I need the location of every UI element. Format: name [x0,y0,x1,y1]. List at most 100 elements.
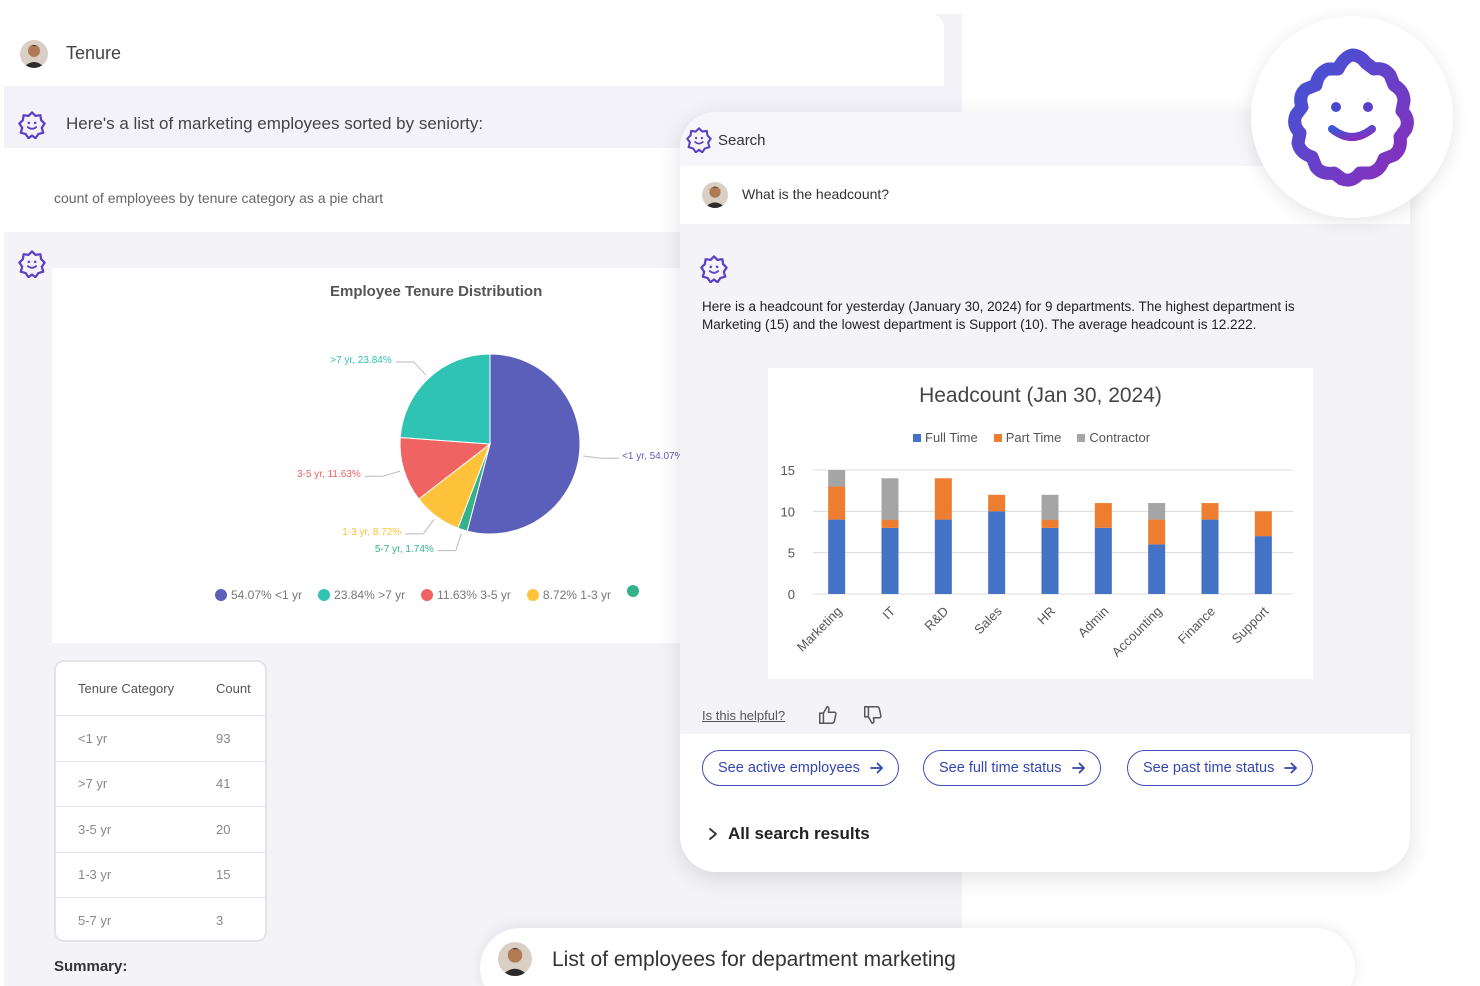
pie-callout-line [364,470,401,477]
pie-slice [466,353,581,535]
column-header-tenure-category: Tenure Category [78,681,175,696]
bar-segment [881,527,899,594]
y-tick-label: 10 [781,504,795,519]
see-past-time-status-button[interactable]: See past time status [1127,750,1314,786]
bar-segment [1254,536,1272,594]
helpful-prompt[interactable]: Is this helpful? [702,708,786,723]
legend-swatch [626,585,639,597]
table-row: 1-3 yr 15 [56,853,265,898]
legend-label: 23.84% >7 yr [334,588,406,602]
pie-chart [364,353,620,552]
cell-tenure-category: >7 yr [78,776,108,792]
answer-text: Here is a headcount for yesterday (Janua… [702,299,1295,332]
bar-segment [1041,494,1059,520]
cell-count: 15 [216,867,231,883]
table-row: 5-7 yr 3 [56,898,265,944]
x-tick-label: Sales [971,603,1005,637]
chevron-right-icon [709,828,717,840]
column-header-count: Count [216,681,251,696]
user-message-tenure: Tenure [4,14,944,86]
question-text: What is the headcount? [742,186,890,202]
cell-count: 3 [216,913,224,929]
summary-label: Summary: [54,958,128,975]
bar-segment [934,478,952,520]
chip-label: See active employees [718,760,860,776]
bot-icon [686,127,712,153]
tenure-table: Tenure Category Count <1 yr 93 >7 yr 41 3-5 … [54,660,267,942]
legend-swatch [1077,433,1086,442]
legend-label: 8.72% 1-3 yr [542,588,611,602]
x-tick-label: Finance [1175,604,1218,647]
x-tick-label: Admin [1075,604,1112,641]
legend-label: Part Time [1005,430,1062,445]
cell-tenure-category: 3-5 yr [78,821,112,837]
chip-label: See full time status [939,760,1062,776]
legend-swatch [993,433,1002,442]
legend-label: 54.07% <1 yr [231,588,303,602]
legend-label: 11.63% 3-5 yr [437,588,511,602]
table-row: 3-5 yr 20 [56,807,265,853]
pie-callout-line [583,455,620,459]
x-tick-label: Marketing [794,604,845,655]
bottom-message-bar: List of employees for department marketi… [480,928,1355,986]
legend-item: 54.07% <1 yr [215,585,302,605]
thumbs-up-icon[interactable] [817,704,839,726]
bar-segment [988,494,1006,512]
pie-callout-label: <1 yr, 54.07% [622,451,684,463]
search-card: Search What is the headcount? Here is a … [680,112,1410,872]
see-active-employees-button[interactable]: See active employees [702,750,899,786]
pie-chart-title: Employee Tenure Distribution [330,283,543,300]
legend-item: Part Time [993,430,1062,445]
user-avatar [702,182,728,208]
all-search-results-toggle[interactable]: All search results [708,824,870,844]
user-avatar [498,942,532,976]
bar-segment [1094,503,1112,528]
cell-tenure-category: 5-7 yr [78,913,112,929]
table-header: Tenure Category Count [56,662,265,716]
bar-segment [1201,519,1219,594]
chip-label: See past time status [1143,760,1275,776]
pie-callout-label: 3-5 yr, 11.63% [297,469,361,481]
pie-callout-line [437,533,462,552]
legend-item: Contractor [1077,430,1150,445]
pie-slice [399,353,491,445]
legend-swatch [215,589,227,601]
x-tick-label: Accounting [1109,604,1165,660]
bar-segment [881,478,899,520]
user-avatar [20,40,48,68]
pie-callout-label: 1-3 yr, 8.72% [342,526,402,538]
bar-segment [828,486,846,520]
arrow-right-icon [869,762,883,774]
bar-segment [828,470,846,487]
pie-callout-label: 5-7 yr, 1.74% [374,543,434,555]
bar-segment [881,519,899,528]
cell-tenure-category: 1-3 yr [78,867,112,883]
x-tick-label: HR [1034,604,1058,628]
bot-icon [18,111,46,139]
message-text: count of employees by tenure category as… [54,190,384,206]
bar-segment [828,519,846,594]
pie-callout-line [405,519,435,535]
bar-segment [1041,519,1059,528]
y-tick-label: 5 [788,546,795,561]
thumbs-down-icon[interactable] [862,704,884,726]
see-full-time-status-button[interactable]: See full time status [923,750,1101,786]
pie-chart-card [52,268,692,643]
legend-label: Full Time [925,430,978,445]
message-text: Tenure [66,43,122,63]
bar-segment [1201,503,1219,520]
table-row: >7 yr 41 [56,762,265,807]
pie-slice [399,436,492,500]
table-row: <1 yr 93 [56,716,265,762]
brand-logo-icon [1288,48,1414,187]
bar-chart-title: Headcount (Jan 30, 2024) [919,384,1162,407]
brand-badge [1251,16,1453,218]
bar-segment [1041,527,1059,594]
cell-tenure-category: <1 yr [78,730,108,746]
bar-segment [1094,527,1112,594]
bot-icon [18,250,46,278]
bar-segment [988,511,1006,594]
search-header-label: Search [718,132,766,149]
pie-legend: 54.07% <1 yr 23.84% >7 yr 11.63% 3-5 yr 8.7… [215,585,639,605]
